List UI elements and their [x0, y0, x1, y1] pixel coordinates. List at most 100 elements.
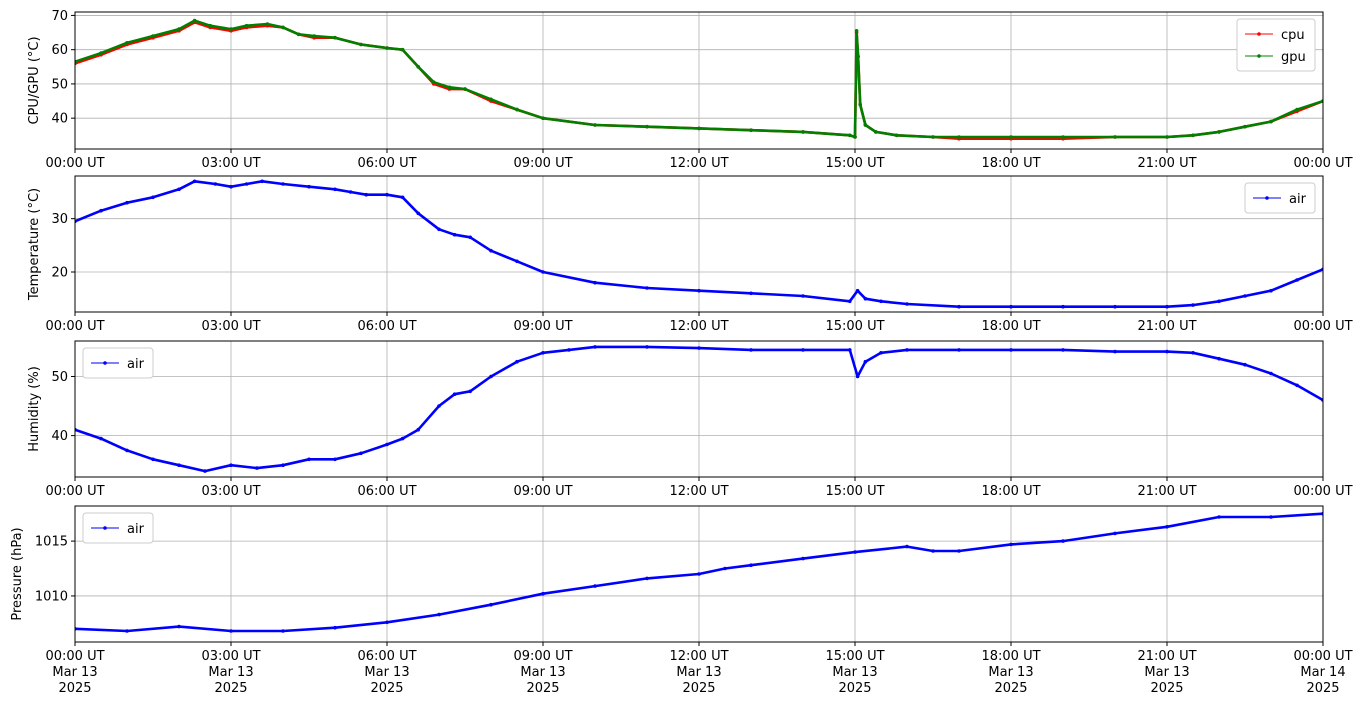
data-point [863, 359, 868, 364]
data-point [1269, 119, 1273, 124]
x-tick-label: 12:00 UT [669, 319, 728, 334]
y-tick-label: 70 [51, 9, 68, 24]
data-point [593, 345, 597, 349]
data-point [1295, 383, 1299, 388]
y-axis-label: Temperature (°C) [27, 188, 42, 301]
data-point [931, 549, 935, 553]
x-tick-label: 06:00 UT [357, 484, 416, 499]
data-point [281, 463, 285, 468]
data-point [1191, 351, 1195, 355]
legend-label: cpu [1281, 28, 1305, 43]
data-point [593, 280, 597, 285]
data-point [177, 624, 181, 629]
data-point [468, 389, 473, 394]
data-point [853, 550, 857, 554]
data-point [125, 41, 129, 45]
data-point [1113, 531, 1117, 536]
data-point [489, 374, 493, 379]
data-point [125, 629, 129, 633]
plot-frame [74, 340, 1324, 478]
data-point [125, 200, 129, 205]
data-point [385, 442, 389, 447]
data-point [489, 602, 493, 607]
data-point [177, 463, 181, 468]
data-point [452, 232, 457, 237]
data-point [265, 22, 270, 26]
x-tick-label: 00:00 UT Mar 14 2025 [1293, 649, 1352, 696]
data-point [1191, 303, 1195, 307]
data-point [874, 130, 878, 134]
data-point [244, 182, 249, 186]
data-point [1295, 107, 1299, 112]
x-tick-label: 12:00 UT [669, 156, 728, 171]
data-point [749, 348, 753, 352]
x-tick-label: 06:00 UT [357, 156, 416, 171]
x-tick-label: 09:00 UT [513, 319, 572, 334]
data-point [848, 299, 852, 304]
data-point [432, 80, 436, 84]
plot-frame [74, 505, 1324, 643]
data-point [858, 102, 862, 107]
data-point [1009, 348, 1013, 352]
data-point [515, 259, 519, 264]
legend-marker [1257, 54, 1261, 58]
data-point [645, 124, 649, 129]
data-point [848, 133, 852, 138]
legend-label: air [127, 522, 145, 537]
panel-2: 00:00 UT 03:00 UT 06:00 UT 09:00 UT 12:00 UT… [27, 340, 1353, 499]
legend-box [1236, 18, 1316, 72]
data-point [416, 65, 421, 69]
data-point [905, 302, 909, 306]
data-point [1217, 356, 1221, 361]
x-tick-label: 09:00 UT [513, 156, 572, 171]
data-point [645, 576, 649, 581]
data-point [333, 187, 337, 192]
y-axis-label: Pressure (hPa) [10, 527, 25, 620]
data-point [99, 51, 103, 55]
data-point [437, 612, 441, 617]
x-tick-label: 12:00 UT Mar 13 2025 [669, 649, 728, 696]
data-point [905, 348, 909, 352]
data-point [931, 135, 935, 139]
data-point [385, 46, 389, 50]
data-point [151, 34, 155, 38]
y-tick-label: 60 [51, 43, 68, 58]
data-point [801, 294, 805, 298]
legend-label: air [1289, 192, 1307, 207]
data-point [229, 27, 233, 31]
data-point [1061, 539, 1065, 543]
data-point [1243, 124, 1247, 129]
data-point [333, 35, 337, 40]
data-point [723, 566, 727, 571]
data-point [348, 190, 353, 194]
data-point [541, 351, 545, 355]
x-tick-label: 21:00 UT [1137, 484, 1196, 499]
data-point [99, 208, 103, 213]
y-tick-label: 30 [51, 212, 68, 227]
legend: air [82, 512, 154, 544]
data-point [255, 466, 259, 470]
data-point [359, 451, 363, 456]
data-point [281, 25, 285, 30]
data-point [400, 195, 405, 200]
data-point [541, 270, 545, 274]
x-tick-label: 00:00 UT [1293, 484, 1352, 499]
data-point [333, 625, 337, 630]
x-tick-label: 18:00 UT [981, 319, 1040, 334]
x-tick-label: 00:00 UT [45, 319, 104, 334]
y-axis-label: Humidity (%) [27, 366, 42, 452]
data-point [437, 404, 441, 408]
legend: air [82, 347, 154, 379]
y-tick-label: 1015 [35, 535, 68, 550]
data-point [177, 27, 181, 31]
legend-marker [103, 361, 107, 365]
data-point [260, 179, 265, 184]
x-tick-label: 03:00 UT [201, 156, 260, 171]
x-tick-label: 15:00 UT Mar 13 2025 [825, 649, 884, 696]
data-point [1113, 135, 1117, 139]
y-tick-label: 20 [51, 266, 68, 281]
legend-label: gpu [1281, 50, 1306, 65]
data-point [1165, 135, 1169, 139]
x-tick-label: 03:00 UT Mar 13 2025 [201, 649, 260, 696]
data-point [400, 47, 405, 52]
